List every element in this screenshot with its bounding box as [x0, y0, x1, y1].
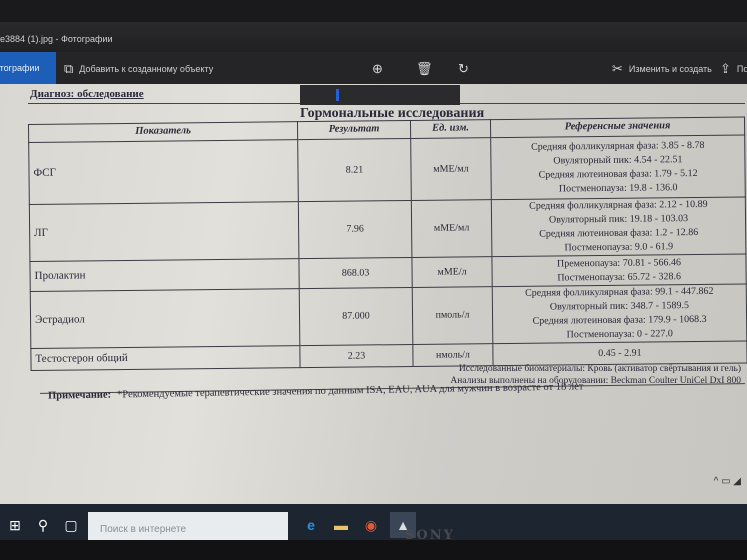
- cursor-icon: [336, 89, 339, 101]
- delete-button[interactable]: 🗑: [416, 61, 433, 77]
- indicator-name: ЛГ: [29, 201, 299, 262]
- taskbar-search-input[interactable]: Поиск в интернете: [88, 512, 288, 544]
- reference-values: Средняя фолликулярная фаза: 3.85 - 8.78 О…: [490, 134, 746, 200]
- chrome-icon: ◉: [364, 516, 378, 533]
- tray-icons: ^ ▭ ◢: [713, 476, 741, 487]
- task-view-button[interactable]: ▢: [58, 512, 84, 538]
- reference-line: Средняя фолликулярная фаза: 2.12 - 10.89: [529, 198, 708, 212]
- result-value: 7.96: [298, 200, 412, 259]
- note: Примечание: *Рекомендуемые терапевтически…: [48, 381, 584, 401]
- table-row: ФСГ 8.21 мМЕ/мл Средняя фолликулярная фаза:…: [28, 134, 746, 205]
- window-title: e3884 (1).jpg - Фотографии: [0, 34, 113, 44]
- reference-line: 0.45 - 2.91: [598, 347, 642, 359]
- reference-values: 0.45 - 2.91: [492, 340, 747, 366]
- edge-icon: e: [307, 517, 315, 533]
- result-value: 868.03: [298, 257, 413, 289]
- system-tray[interactable]: ^ ▭ ◢: [714, 476, 741, 487]
- brand-logo: SONY: [405, 528, 455, 543]
- document-view: Диагноз: обследование Гормональные иссле…: [0, 84, 747, 504]
- result-value: 87.000: [299, 287, 413, 346]
- table-row: Эстрадиол 87.000 пмоль/л Средняя фолликуляр…: [30, 283, 747, 349]
- zoom-in-icon: ⊕: [372, 61, 383, 76]
- unit-value: мМЕ/мл: [411, 199, 492, 258]
- result-value: 8.21: [297, 138, 412, 202]
- indicator-name: ФСГ: [28, 139, 299, 205]
- indicator-name: Пролактин: [29, 258, 300, 292]
- edit-create-button[interactable]: ✂ Изменить и создать: [612, 61, 712, 77]
- rotate-icon: ↻: [458, 61, 469, 76]
- indicator-name: Тестостерон общий: [30, 345, 301, 371]
- start-button[interactable]: ⊞: [2, 512, 28, 538]
- biomaterial-text: Исследованные биоматериалы: Кровь (актив…: [458, 364, 741, 374]
- back-to-photos-button[interactable]: Фотографии: [0, 52, 56, 84]
- edge-button[interactable]: e: [298, 512, 324, 538]
- unit-value: мМЕ/л: [411, 256, 493, 288]
- indicator-name: Эстрадиол: [30, 288, 300, 349]
- windows-icon: ⊞: [9, 516, 21, 533]
- diagnosis: Диагноз: обследование: [30, 88, 144, 100]
- unit-value: пмоль/л: [412, 286, 493, 345]
- file-explorer-button[interactable]: ▬: [328, 512, 354, 538]
- search-button[interactable]: ⚲: [30, 512, 56, 538]
- reference-values: Средняя фолликулярная фаза: 2.12 - 10.89…: [491, 196, 746, 257]
- zoom-button[interactable]: ⊕: [372, 61, 383, 77]
- note-label: Примечание:: [47, 389, 112, 402]
- equipment-text: Анализы выполнены на оборудовании: Beckm…: [450, 376, 741, 386]
- rotate-button[interactable]: ↻: [458, 61, 469, 77]
- reference-line: Постменопауза: 65.72 - 328.6: [557, 270, 682, 283]
- chrome-button[interactable]: ◉: [358, 512, 384, 538]
- delete-icon: 🗑: [416, 61, 433, 76]
- add-label: Добавить к созданному объекту: [79, 64, 214, 74]
- photos-icon: ▲: [396, 517, 410, 533]
- laptop-bezel: [0, 540, 747, 560]
- reference-values: Средняя фолликулярная фаза: 99.1 - 447.8…: [492, 283, 747, 344]
- header-unit: Ед. изм.: [410, 119, 491, 139]
- note-text: *Рекомендуемые терапевтические значения …: [116, 381, 584, 401]
- add-to-album-icon: ⧉: [64, 61, 74, 76]
- result-value: 2.23: [299, 344, 414, 368]
- taskbar: ⊞ ⚲ ▢ Поиск в интернете e ▬ ◉ ▲ ^ ▭ ◢: [0, 476, 747, 544]
- back-label: Фотографии: [0, 63, 40, 73]
- redaction-overlay: [300, 85, 460, 105]
- share-icon: ⇪: [720, 61, 731, 76]
- file-explorer-icon: ▬: [334, 517, 348, 533]
- reference-line: Средняя фолликулярная фаза: 99.1 - 447.8…: [525, 285, 714, 299]
- edit-icon: ✂: [612, 61, 623, 76]
- results-table: Показатель Результат Ед. изм. Референсны…: [28, 116, 747, 371]
- reference-values: Пременопауза: 70.81 - 566.46 Постменопауз…: [491, 253, 747, 287]
- table-row: ЛГ 7.96 мМЕ/мл Средняя фолликулярная фаза: …: [29, 196, 746, 262]
- search-icon: ⚲: [37, 516, 49, 533]
- task-view-icon: ▢: [64, 516, 78, 533]
- unit-value: мМЕ/мл: [410, 137, 492, 201]
- edit-label: Изменить и создать: [628, 64, 712, 74]
- window-title-bar: e3884 (1).jpg - Фотографии: [0, 22, 747, 52]
- share-label: По: [736, 64, 747, 74]
- photos-button[interactable]: ▲: [390, 512, 416, 538]
- share-button[interactable]: ⇪ По: [720, 61, 747, 77]
- header-result: Результат: [297, 120, 411, 140]
- section-title: Гормональные исследования: [300, 106, 485, 121]
- reference-line: Постменопауза: 19.8 - 136.0: [558, 181, 678, 194]
- add-to-creation-button[interactable]: ⧉ Добавить к созданному объекту: [64, 61, 213, 77]
- photos-toolbar: Фотографии ⧉ Добавить к созданному объект…: [0, 52, 747, 84]
